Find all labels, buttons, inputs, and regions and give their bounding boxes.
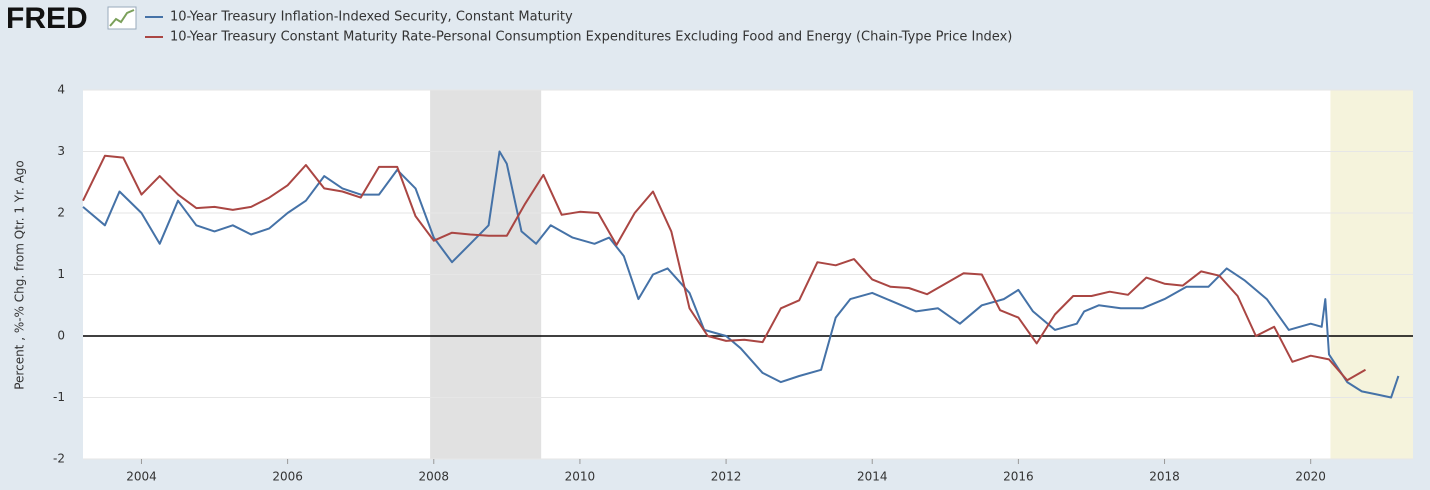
series-line: [82, 154, 1366, 382]
x-tick-label: 2018: [1149, 470, 1180, 484]
y-tick-label: 0: [57, 329, 65, 343]
y-tick-label: 1: [57, 267, 65, 281]
x-tick-label: 2020: [1295, 470, 1326, 484]
logo-icon: [107, 6, 137, 30]
y-tick-label: -2: [53, 452, 65, 466]
y-tick-label: -1: [53, 390, 65, 404]
x-tick-label: 2016: [1003, 470, 1034, 484]
x-tick-label: 2014: [857, 470, 888, 484]
logo: FRED: [6, 2, 88, 35]
series-line: [82, 150, 1400, 399]
x-tick-label: 2008: [418, 470, 449, 484]
x-tick-label: 2010: [565, 470, 596, 484]
legend-label: 10-Year Treasury Inflation-Indexed Secur…: [170, 10, 573, 25]
y-tick-label: 4: [57, 83, 65, 97]
x-tick-label: 2006: [272, 470, 303, 484]
y-tick-label: 3: [57, 144, 65, 158]
y-tick-label: 2: [57, 206, 65, 220]
x-tick-label: 2004: [126, 470, 157, 484]
legend-label: 10-Year Treasury Constant Maturity Rate-…: [170, 30, 1012, 45]
y-axis-label: Percent , %-% Chg. from Qtr. 1 Yr. Ago: [13, 160, 27, 390]
x-tick-label: 2012: [711, 470, 742, 484]
